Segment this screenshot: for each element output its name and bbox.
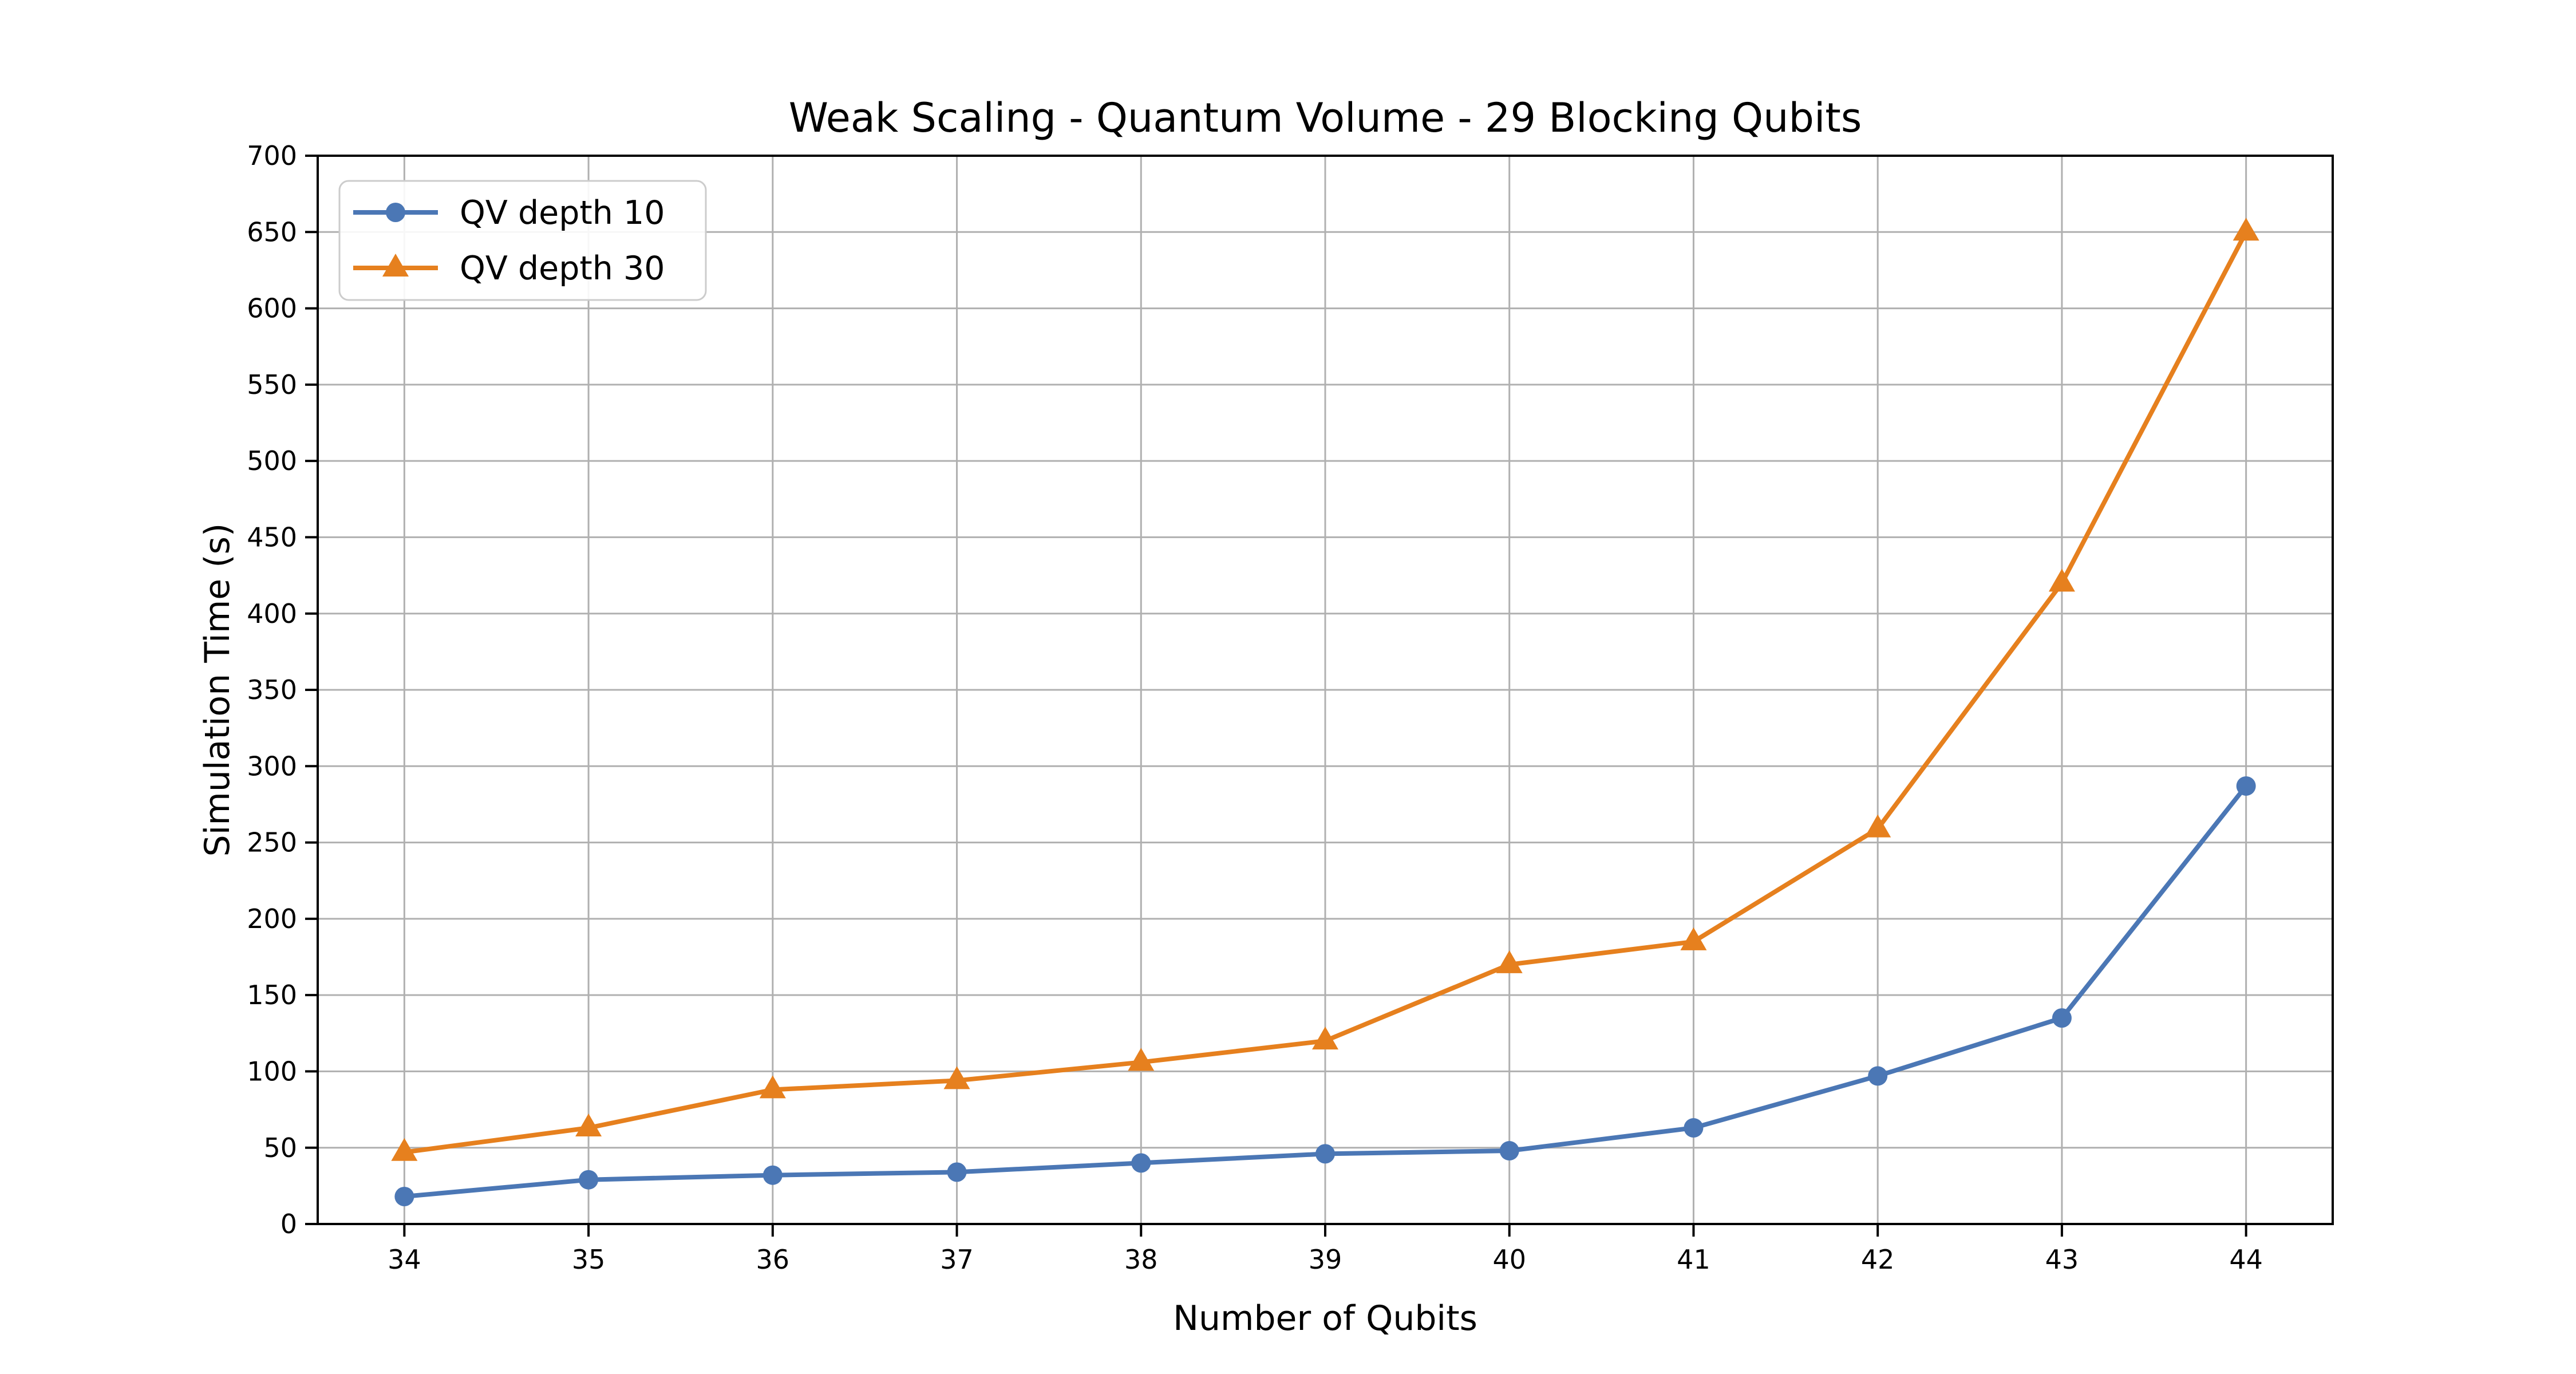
marker-qv-depth-30-43 — [2048, 568, 2075, 592]
x-tick-label-40: 40 — [1492, 1244, 1526, 1275]
legend-label-qv-depth-30: QV depth 30 — [460, 250, 665, 287]
marker-qv-depth-10-43 — [2052, 1008, 2072, 1028]
marker-qv-depth-30-38 — [1128, 1048, 1155, 1071]
marker-qv-depth-30-42 — [1864, 814, 1891, 838]
marker-qv-depth-10-34 — [394, 1187, 414, 1207]
y-axis-label: Simulation Time (s) — [197, 523, 238, 857]
y-tick-label-600: 600 — [247, 293, 297, 324]
y-tick-label-150: 150 — [247, 980, 297, 1010]
y-tick-label-0: 0 — [280, 1209, 297, 1239]
x-tick-label-39: 39 — [1309, 1244, 1342, 1275]
marker-qv-depth-30-34 — [391, 1138, 418, 1161]
x-axis-label: Number of Qubits — [1173, 1298, 1477, 1339]
marker-qv-depth-10-42 — [1868, 1066, 1888, 1086]
x-tick-label-37: 37 — [940, 1244, 974, 1275]
x-tick-label-44: 44 — [2229, 1244, 2263, 1275]
tick-layer — [305, 155, 2247, 1237]
x-tick-label-36: 36 — [756, 1244, 790, 1275]
marker-qv-depth-10-44 — [2236, 776, 2256, 796]
y-tick-label-650: 650 — [247, 216, 297, 247]
series-qv-depth-30 — [391, 218, 2259, 1161]
y-tick-label-250: 250 — [247, 827, 297, 858]
y-tick-label-200: 200 — [247, 903, 297, 934]
marker-qv-depth-30-40 — [1496, 950, 1523, 973]
marker-qv-depth-30-36 — [759, 1075, 786, 1099]
y-tick-label-450: 450 — [247, 522, 297, 553]
y-tick-label-400: 400 — [247, 598, 297, 629]
marker-qv-depth-10-39 — [1315, 1144, 1335, 1164]
tick-label-layer: 0 50 100 150 200 250 300 350 400 450 500 550 600 650 7… — [247, 140, 2263, 1275]
y-tick-label-550: 550 — [247, 369, 297, 400]
marker-qv-depth-30-37 — [943, 1066, 970, 1089]
marker-qv-depth-30-44 — [2233, 218, 2259, 241]
x-tick-label-42: 42 — [1861, 1244, 1895, 1275]
x-tick-label-38: 38 — [1124, 1244, 1158, 1275]
y-tick-label-700: 700 — [247, 140, 297, 171]
y-tick-label-500: 500 — [247, 445, 297, 476]
legend: QV depth 10 QV depth 30 — [338, 180, 707, 301]
grid — [318, 155, 2333, 1225]
x-tick-label-41: 41 — [1677, 1244, 1710, 1275]
marker-qv-depth-10-35 — [579, 1170, 599, 1190]
chart-title: Weak Scaling - Quantum Volume - 29 Block… — [789, 94, 1862, 141]
x-tick-label-34: 34 — [388, 1244, 421, 1275]
series-qv-depth-10 — [394, 776, 2256, 1207]
y-tick-label-100: 100 — [247, 1056, 297, 1087]
legend-entry-qv-depth-10: QV depth 10 — [353, 194, 665, 232]
marker-qv-depth-10-37 — [947, 1162, 967, 1182]
x-tick-label-35: 35 — [572, 1244, 606, 1275]
marker-qv-depth-30-41 — [1680, 927, 1707, 950]
marker-qv-depth-10-38 — [1131, 1153, 1151, 1173]
legend-marker-qv-depth-30 — [382, 254, 409, 277]
legend-label-qv-depth-10: QV depth 10 — [460, 194, 665, 232]
marker-qv-depth-10-36 — [762, 1165, 783, 1185]
marker-qv-depth-30-35 — [575, 1114, 602, 1137]
marker-qv-depth-10-40 — [1499, 1141, 1519, 1161]
legend-marker-qv-depth-10 — [386, 203, 405, 222]
marker-qv-depth-10-41 — [1684, 1118, 1704, 1138]
series-layer — [391, 218, 2259, 1207]
y-tick-label-50: 50 — [263, 1132, 297, 1163]
legend-entry-qv-depth-30: QV depth 30 — [353, 250, 665, 287]
y-tick-label-350: 350 — [247, 674, 297, 705]
marker-qv-depth-30-39 — [1312, 1026, 1338, 1050]
x-tick-label-43: 43 — [2045, 1244, 2079, 1275]
y-tick-label-300: 300 — [247, 751, 297, 781]
